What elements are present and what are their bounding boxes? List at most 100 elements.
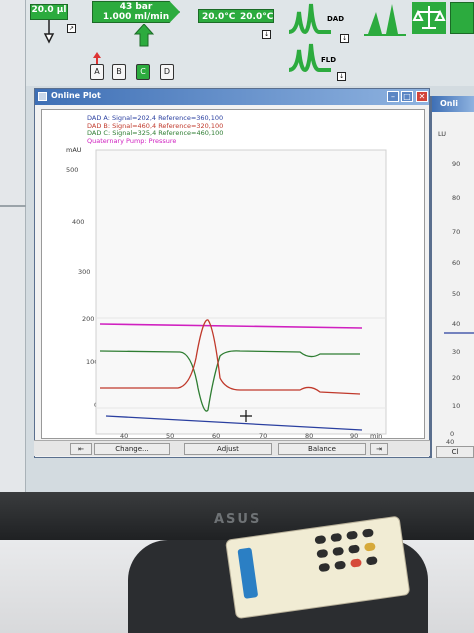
legend-dad-a: DAD A: Signal=202,4 Reference=360,100 — [87, 114, 224, 122]
second-window-title: Onli — [440, 99, 458, 108]
y-tick: 400 — [72, 218, 85, 226]
monitor-screen: 20.0 µl ↗ 43 bar 1.000 ml/min A B C D 20… — [0, 0, 474, 492]
pump-flow: 1.000 ml/min — [102, 12, 170, 22]
monitor-brand-logo: ASUS — [214, 512, 262, 527]
minimize-button[interactable]: – — [387, 91, 399, 102]
trace-dad-c — [99, 350, 360, 412]
second-y-tick: 50 — [452, 290, 461, 298]
calculator-key — [330, 532, 343, 543]
calculator-stripe — [237, 547, 259, 599]
window-title: Online Plot — [51, 91, 101, 100]
syringe-icon — [43, 20, 55, 44]
x-tick: 60 — [212, 432, 221, 440]
scroll-left-button[interactable]: ⇤ — [70, 443, 92, 455]
plot-button-bar: ⇤ Change... Adjust Balance ⇥ — [34, 440, 430, 456]
autosampler-menu-button[interactable]: ↗ — [67, 24, 76, 33]
close-button[interactable]: ✕ — [416, 91, 428, 102]
second-y-tick: 90 — [452, 160, 461, 168]
second-y-tick: 30 — [452, 348, 461, 356]
y-tick: 200 — [82, 315, 95, 323]
second-window-button[interactable]: Cl — [436, 446, 474, 458]
fld-label: FLD — [321, 56, 337, 64]
extra-tool-icon[interactable] — [450, 2, 474, 34]
trace-pressure — [99, 323, 363, 329]
calculator-key — [318, 562, 331, 573]
column-menu-button[interactable]: ↓ — [262, 30, 271, 39]
calculator-key — [349, 558, 362, 568]
online-plot-chart — [95, 149, 387, 435]
y-axis-unit: mAU — [66, 146, 82, 154]
trace-dad-a — [105, 415, 363, 431]
column-temp-left: 20.0°C — [202, 12, 236, 22]
change-button[interactable]: Change... — [94, 443, 170, 455]
solvent-bottle-b[interactable]: B — [112, 64, 126, 80]
calculator-key — [314, 534, 327, 545]
second-y-tick: 10 — [452, 402, 461, 410]
scroll-right-button[interactable]: ⇥ — [370, 443, 388, 455]
adjust-button[interactable]: Adjust — [184, 443, 272, 455]
x-tick: 40 — [120, 432, 129, 440]
balance-button[interactable]: Balance — [278, 443, 366, 455]
y-tick: 300 — [78, 268, 91, 276]
signal-legend: DAD A: Signal=202,4 Reference=360,100 DA… — [87, 114, 224, 145]
pump-pressure: 43 bar — [119, 2, 153, 12]
injection-volume: 20.0 µl — [31, 5, 67, 15]
second-y-tick: 70 — [452, 228, 461, 236]
solvent-bottle-d[interactable]: D — [160, 64, 174, 80]
legend-dad-c: DAD C: Signal=325,4 Reference=460,100 — [87, 129, 224, 138]
fld-menu-button[interactable]: ↓ — [337, 72, 346, 81]
solvent-bottle-a-label: A — [94, 67, 100, 76]
maximize-button[interactable]: □ — [401, 91, 413, 102]
second-trace — [444, 332, 474, 334]
calculator-key — [334, 560, 347, 570]
trace-dad-b — [100, 319, 361, 395]
x-tick: 80 — [305, 432, 314, 440]
solvent-bottle-b-label: B — [116, 67, 122, 76]
dad-menu-button[interactable]: ↓ — [340, 34, 349, 43]
calculator-key — [365, 556, 378, 566]
column-temp-right: 20.0°C — [240, 12, 274, 22]
column-compartment-box[interactable]: 20.0°C 20.0°C — [198, 9, 274, 23]
second-y-tick: 40 — [452, 320, 461, 328]
chromatogram-icon[interactable] — [364, 2, 406, 36]
dad-label: DAD — [327, 15, 345, 23]
fld-peaks-icon — [288, 43, 331, 73]
y-tick: 100 — [86, 358, 99, 366]
second-online-plot-window: Onli LU 90 80 70 60 50 40 30 20 10 0 40 … — [430, 96, 474, 458]
second-window-titlebar[interactable]: Onli — [432, 96, 474, 112]
x-tick: 90 — [350, 432, 359, 440]
x-tick: 50 — [166, 432, 175, 440]
injector-volume-box[interactable]: 20.0 µl — [30, 4, 68, 20]
second-y-tick: 80 — [452, 194, 461, 202]
second-x-tick: 40 — [446, 438, 455, 446]
pump-arrow-icon — [133, 24, 155, 47]
second-y-tick: 20 — [452, 374, 461, 382]
plot-area — [95, 149, 387, 435]
window-app-icon — [38, 92, 47, 101]
second-y-tick: 0 — [450, 430, 455, 438]
solvent-bottle-c[interactable]: C — [136, 64, 150, 80]
balance-scale-icon[interactable] — [412, 2, 446, 34]
online-plot-titlebar[interactable]: Online Plot – □ ✕ — [35, 89, 429, 105]
legend-pump-pressure: Quaternary Pump: Pressure — [87, 136, 177, 145]
solvent-bottle-c-label: C — [140, 67, 146, 76]
second-y-tick: 60 — [452, 259, 461, 267]
dad-peaks-icon — [288, 3, 331, 35]
second-y-unit: LU — [438, 130, 447, 138]
cursor-crosshair-icon — [240, 410, 252, 422]
x-tick: 70 — [259, 432, 268, 440]
pump-status-box[interactable]: 43 bar 1.000 ml/min — [92, 1, 180, 23]
red-arrow-icon — [93, 52, 101, 64]
calculator-key — [348, 544, 361, 554]
y-tick: 500 — [66, 166, 79, 174]
calculator-key — [346, 530, 359, 540]
x-axis-unit: min — [370, 432, 383, 440]
solvent-bottle-d-label: D — [163, 67, 171, 76]
legend-dad-b: DAD B: Signal=460,4 Reference=320,100 — [87, 121, 224, 130]
calculator-key — [361, 528, 374, 538]
calculator-key — [316, 548, 329, 559]
left-panel — [0, 0, 26, 492]
calculator-key — [332, 546, 345, 557]
solvent-bottle-a[interactable]: A — [90, 64, 104, 80]
